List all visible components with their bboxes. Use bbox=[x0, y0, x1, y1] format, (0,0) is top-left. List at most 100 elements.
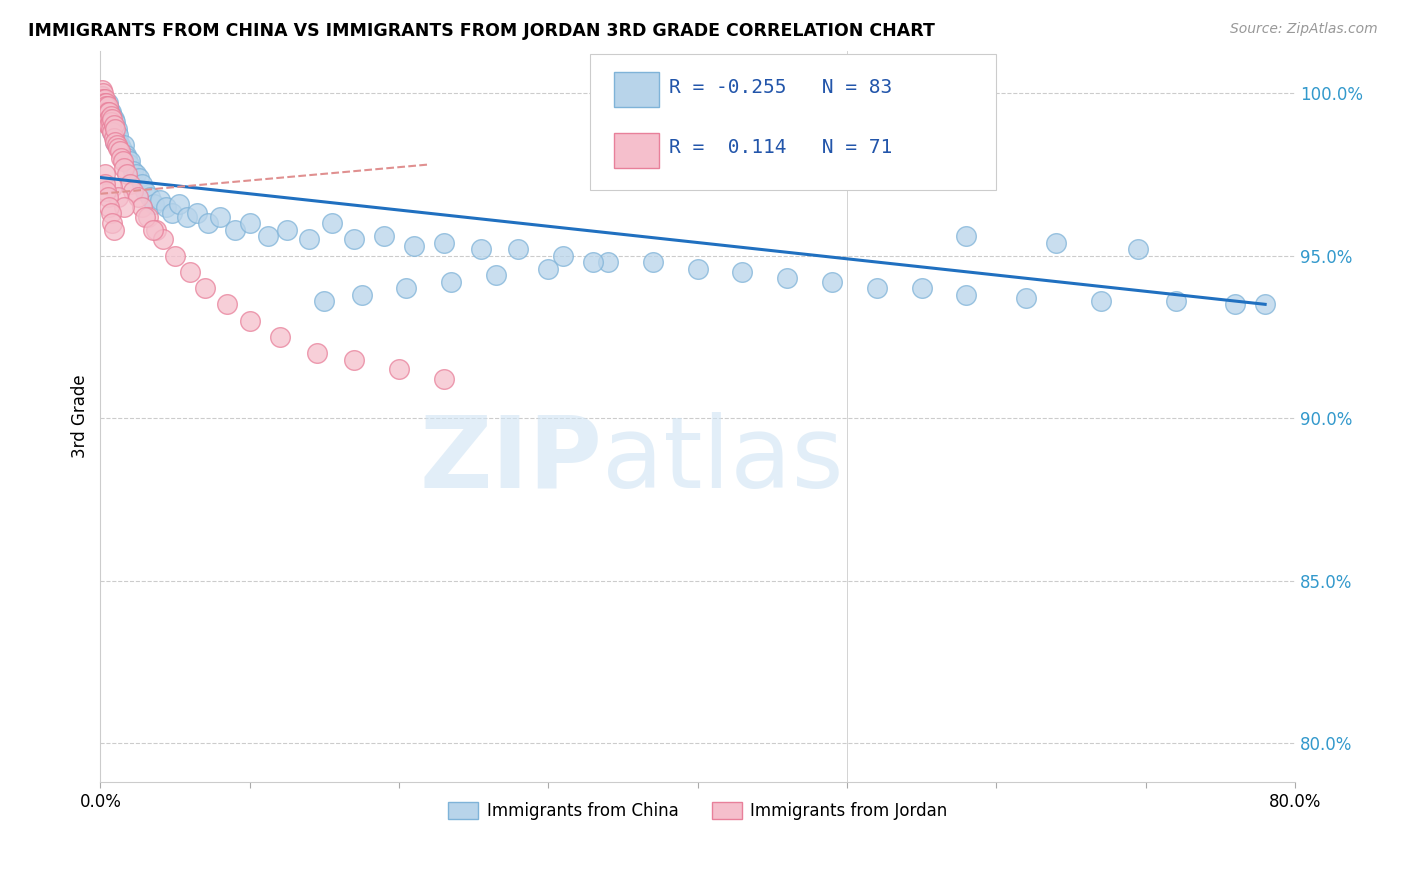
Point bbox=[152, 232, 174, 246]
Point bbox=[163, 248, 186, 262]
Point bbox=[96, 184, 118, 198]
Point bbox=[131, 177, 153, 191]
Point bbox=[1254, 297, 1277, 311]
Point bbox=[91, 99, 114, 113]
Point bbox=[104, 121, 127, 136]
Point bbox=[485, 268, 508, 282]
Point bbox=[96, 109, 118, 123]
Point bbox=[553, 248, 575, 262]
Point bbox=[224, 222, 246, 236]
Point bbox=[91, 95, 114, 110]
Point bbox=[433, 235, 456, 250]
Point bbox=[440, 275, 463, 289]
Point bbox=[1090, 294, 1112, 309]
Point bbox=[197, 216, 219, 230]
Point bbox=[90, 93, 112, 107]
Point bbox=[731, 265, 754, 279]
Point bbox=[111, 145, 134, 159]
Point bbox=[101, 125, 124, 139]
Point bbox=[125, 167, 148, 181]
Point bbox=[101, 180, 124, 194]
Point bbox=[136, 210, 159, 224]
FancyBboxPatch shape bbox=[614, 72, 659, 107]
Point bbox=[101, 109, 124, 123]
Point bbox=[122, 164, 145, 178]
Point bbox=[186, 206, 208, 220]
Point bbox=[176, 210, 198, 224]
Point bbox=[194, 281, 217, 295]
Point bbox=[98, 112, 121, 126]
Point bbox=[866, 281, 889, 295]
Point bbox=[955, 287, 977, 301]
Point bbox=[343, 352, 366, 367]
Point bbox=[127, 190, 149, 204]
Point bbox=[470, 242, 492, 256]
Point bbox=[91, 102, 114, 116]
Point bbox=[101, 216, 124, 230]
Point bbox=[582, 255, 605, 269]
Point bbox=[98, 112, 121, 126]
Point bbox=[373, 229, 395, 244]
Point bbox=[143, 196, 166, 211]
Point bbox=[314, 294, 336, 309]
Point bbox=[101, 112, 124, 126]
Point bbox=[112, 138, 135, 153]
Point bbox=[101, 125, 124, 139]
Point bbox=[911, 281, 934, 295]
Point bbox=[118, 157, 141, 171]
Point bbox=[239, 313, 262, 327]
Point bbox=[100, 115, 122, 129]
Point bbox=[776, 271, 799, 285]
Point bbox=[350, 287, 373, 301]
Point bbox=[256, 229, 278, 244]
Point bbox=[433, 372, 456, 386]
Point bbox=[508, 242, 530, 256]
Point bbox=[298, 232, 321, 246]
Point bbox=[100, 109, 122, 123]
Point bbox=[142, 222, 165, 236]
Text: IMMIGRANTS FROM CHINA VS IMMIGRANTS FROM JORDAN 3RD GRADE CORRELATION CHART: IMMIGRANTS FROM CHINA VS IMMIGRANTS FROM… bbox=[28, 22, 935, 40]
Point bbox=[94, 105, 117, 120]
Point bbox=[104, 135, 127, 149]
Point bbox=[96, 99, 118, 113]
Point bbox=[94, 93, 117, 107]
Point bbox=[97, 112, 120, 126]
Point bbox=[104, 115, 127, 129]
Point bbox=[107, 190, 129, 204]
Point bbox=[103, 112, 125, 126]
Point bbox=[217, 297, 239, 311]
Point bbox=[97, 95, 120, 110]
Point bbox=[97, 190, 120, 204]
Point bbox=[94, 177, 117, 191]
Point bbox=[110, 151, 132, 165]
Point bbox=[108, 145, 131, 159]
Point bbox=[103, 128, 125, 143]
Point bbox=[96, 99, 118, 113]
Point bbox=[122, 184, 145, 198]
Point bbox=[94, 109, 117, 123]
Point bbox=[402, 239, 425, 253]
Point bbox=[97, 105, 120, 120]
Point bbox=[90, 83, 112, 97]
Text: R = -0.255   N = 83: R = -0.255 N = 83 bbox=[669, 78, 893, 97]
Point bbox=[112, 200, 135, 214]
Point bbox=[94, 95, 117, 110]
Point bbox=[1015, 291, 1038, 305]
Point bbox=[321, 216, 343, 230]
Point bbox=[90, 95, 112, 110]
Point bbox=[103, 119, 125, 133]
Point bbox=[90, 95, 112, 110]
Point bbox=[108, 138, 131, 153]
Point bbox=[96, 112, 118, 126]
Point bbox=[128, 170, 150, 185]
Point bbox=[641, 255, 664, 269]
Point bbox=[94, 95, 117, 110]
Text: R =  0.114   N = 71: R = 0.114 N = 71 bbox=[669, 138, 893, 158]
Point bbox=[98, 105, 121, 120]
Point bbox=[100, 121, 122, 136]
Point bbox=[160, 206, 183, 220]
Point bbox=[138, 190, 160, 204]
Point bbox=[114, 147, 136, 161]
Point bbox=[94, 99, 117, 113]
Point bbox=[91, 86, 114, 100]
